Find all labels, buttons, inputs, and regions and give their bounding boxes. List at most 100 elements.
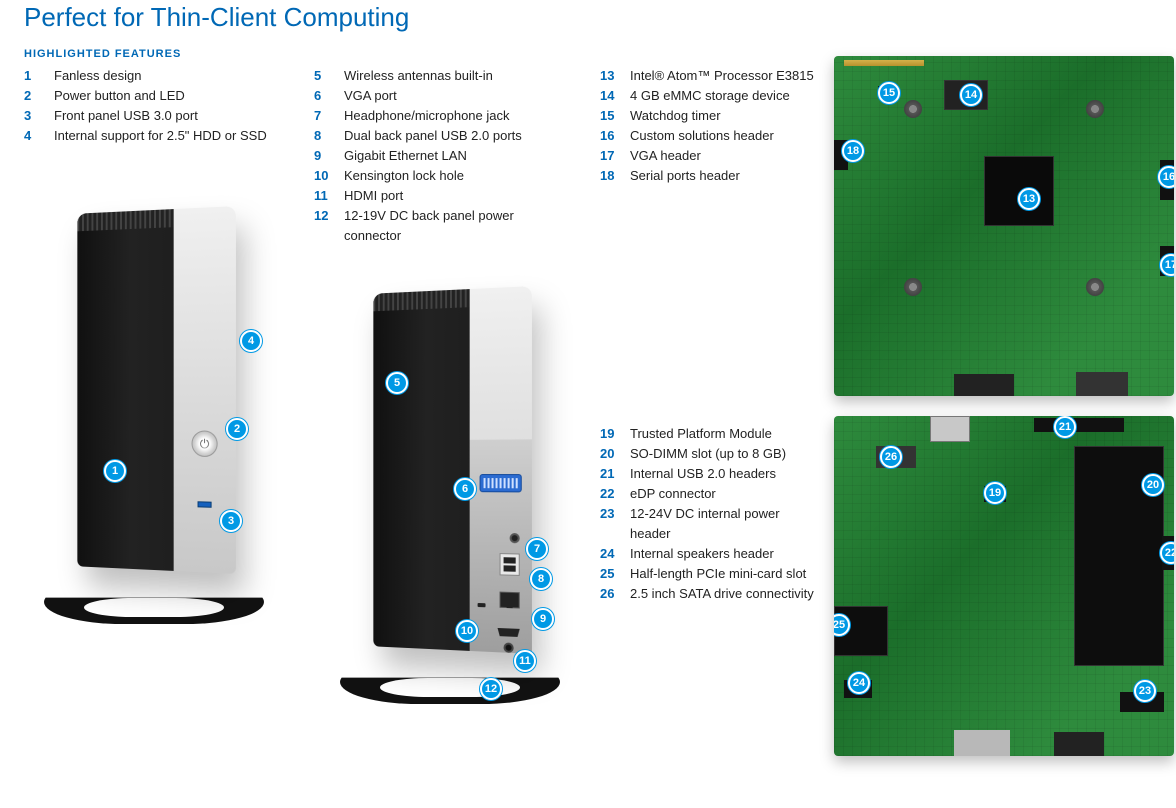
feature-num: 7: [314, 106, 344, 126]
feature-num: 10: [314, 166, 344, 186]
feature-num: 3: [24, 106, 54, 126]
kensington-lock-icon: [478, 603, 486, 607]
feature-row: 5Wireless antennas built-in: [314, 66, 574, 86]
feature-num: 23: [600, 504, 630, 544]
vga-port-icon: [480, 474, 522, 492]
feature-row: 17VGA header: [600, 146, 820, 166]
feature-text: Intel® Atom™ Processor E3815: [630, 66, 814, 86]
feature-row: 20SO-DIMM slot (up to 8 GB): [600, 444, 820, 464]
feature-text: 12-24V DC internal power header: [630, 504, 820, 544]
mount-hole-icon: [904, 100, 922, 118]
mount-hole-icon: [1086, 100, 1104, 118]
dc-jack-icon: [504, 642, 514, 653]
features-heading: HIGHLIGHTED FEATURES: [24, 48, 181, 60]
feature-row: 19Trusted Platform Module: [600, 424, 820, 444]
page-title: Perfect for Thin-Client Computing: [24, 2, 409, 33]
feature-text: Half-length PCIe mini-card slot: [630, 564, 806, 584]
ethernet-port-icon: [500, 592, 520, 609]
feature-num: 19: [600, 424, 630, 444]
callout-badge-8: 8: [530, 568, 552, 590]
feature-num: 9: [314, 146, 344, 166]
feature-row: 10Kensington lock hole: [314, 166, 574, 186]
feature-text: Fanless design: [54, 66, 141, 86]
feature-text: Kensington lock hole: [344, 166, 464, 186]
callout-badge-11: 11: [514, 650, 536, 672]
pcb-top-illustration: 13 14 15 16 17 18: [834, 56, 1174, 396]
feature-num: 26: [600, 584, 630, 604]
feature-num: 17: [600, 146, 630, 166]
feature-text: 4 GB eMMC storage device: [630, 86, 790, 106]
rear-port-panel: [470, 439, 532, 654]
feature-column-1: 1Fanless design 2Power button and LED 3F…: [24, 66, 294, 146]
callout-badge-15: 15: [878, 82, 900, 104]
feature-text: Front panel USB 3.0 port: [54, 106, 198, 126]
callout-badge-19: 19: [984, 482, 1006, 504]
cpu-chip-icon: [984, 156, 1054, 226]
feature-num: 20: [600, 444, 630, 464]
hdmi-port-icon: [498, 628, 520, 637]
feature-text: Serial ports header: [630, 166, 740, 186]
callout-badge-10: 10: [456, 620, 478, 642]
feature-row: 8Dual back panel USB 2.0 ports: [314, 126, 574, 146]
feature-text: Wireless antennas built-in: [344, 66, 493, 86]
callout-badge-21: 21: [1054, 416, 1076, 438]
callout-badge-2: 2: [226, 418, 248, 440]
feature-row: 2Power button and LED: [24, 86, 294, 106]
rear-connector-icon: [954, 374, 1014, 396]
callout-badge-3: 3: [220, 510, 242, 532]
feature-row: 18Serial ports header: [600, 166, 820, 186]
device-rear-illustration: 5 6 7 8 9 10 11 12: [340, 290, 560, 690]
feature-num: 4: [24, 126, 54, 146]
feature-text: Headphone/microphone jack: [344, 106, 510, 126]
feature-row: 144 GB eMMC storage device: [600, 86, 820, 106]
feature-row: 262.5 inch SATA drive connectivity: [600, 584, 820, 604]
rear-connector-icon: [954, 730, 1010, 756]
rear-connector-icon: [1076, 372, 1128, 396]
feature-row: 15Watchdog timer: [600, 106, 820, 126]
feature-row: 4Internal support for 2.5" HDD or SSD: [24, 126, 294, 146]
mount-hole-icon: [904, 278, 922, 296]
callout-badge-5: 5: [386, 372, 408, 394]
feature-num: 15: [600, 106, 630, 126]
usb-header-icon: [1034, 418, 1124, 432]
feature-row: 11HDMI port: [314, 186, 574, 206]
feature-row: 3Front panel USB 3.0 port: [24, 106, 294, 126]
feature-num: 22: [600, 484, 630, 504]
device-chassis: [77, 206, 234, 574]
feature-row: 7Headphone/microphone jack: [314, 106, 574, 126]
feature-text: VGA port: [344, 86, 397, 106]
feature-num: 5: [314, 66, 344, 86]
feature-text: Internal speakers header: [630, 544, 774, 564]
feature-column-3: 13Intel® Atom™ Processor E3815 144 GB eM…: [600, 66, 820, 186]
callout-badge-9: 9: [532, 608, 554, 630]
callout-badge-4: 4: [240, 330, 262, 352]
feature-text: VGA header: [630, 146, 701, 166]
callout-badge-24: 24: [848, 672, 870, 694]
callout-badge-7: 7: [526, 538, 548, 560]
feature-row: 9Gigabit Ethernet LAN: [314, 146, 574, 166]
feature-row: 21Internal USB 2.0 headers: [600, 464, 820, 484]
feature-num: 1: [24, 66, 54, 86]
feature-column-2: 5Wireless antennas built-in 6VGA port 7H…: [314, 66, 574, 246]
feature-row: 24Internal speakers header: [600, 544, 820, 564]
feature-num: 8: [314, 126, 344, 146]
mount-hole-icon: [1086, 278, 1104, 296]
pcb-bottom-illustration: 19 20 21 22 23 24 25 26: [834, 416, 1174, 756]
feature-text: Trusted Platform Module: [630, 424, 772, 444]
device-front-illustration: 1 2 3 4: [44, 210, 264, 610]
feature-num: 11: [314, 186, 344, 206]
power-button-icon: [192, 430, 218, 457]
callout-badge-12: 12: [480, 678, 502, 700]
usb3-port-icon: [198, 501, 212, 508]
feature-num: 2: [24, 86, 54, 106]
callout-badge-26: 26: [880, 446, 902, 468]
callout-badge-16: 16: [1158, 166, 1174, 188]
feature-text: 2.5 inch SATA drive connectivity: [630, 584, 814, 604]
feature-text: Internal support for 2.5" HDD or SSD: [54, 126, 267, 146]
feature-row: 25Half-length PCIe mini-card slot: [600, 564, 820, 584]
usb2-ports-icon: [500, 553, 520, 576]
feature-row: 1212-19V DC back panel power connector: [314, 206, 574, 246]
feature-column-4: 19Trusted Platform Module 20SO-DIMM slot…: [600, 424, 820, 604]
callout-badge-20: 20: [1142, 474, 1164, 496]
feature-text: Internal USB 2.0 headers: [630, 464, 776, 484]
